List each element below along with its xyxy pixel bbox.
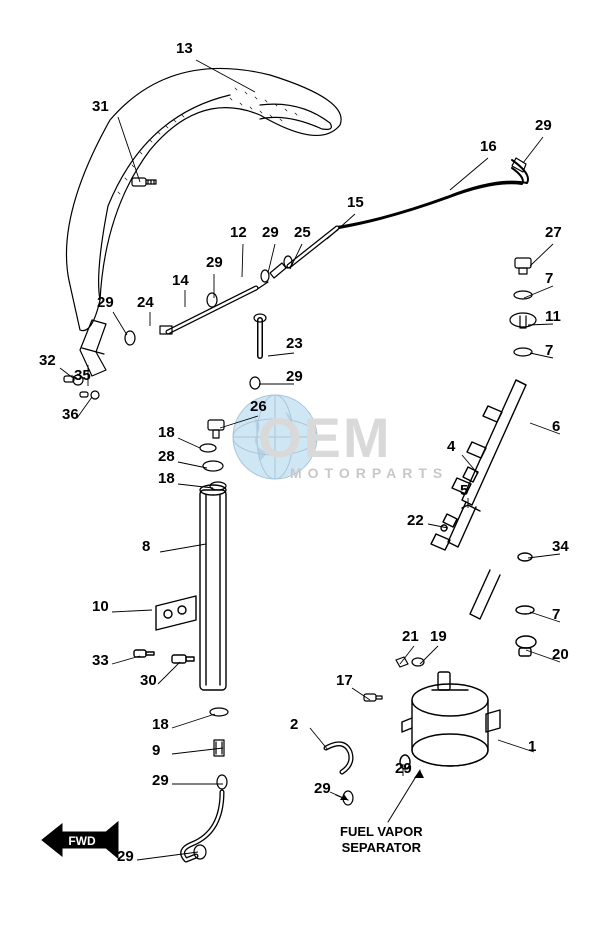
- fwd-arrow-icon: FWD: [40, 818, 120, 867]
- parts-diagram-page: OEM MOTORPARTS: [0, 0, 601, 947]
- fuel-vapor-line2: SEPARATOR: [342, 840, 421, 855]
- svg-text:FWD: FWD: [68, 834, 96, 848]
- parts-line-art: [0, 0, 601, 947]
- fuel-vapor-line1: FUEL VAPOR: [340, 824, 423, 839]
- fuel-vapor-separator-label: FUEL VAPOR SEPARATOR: [340, 824, 423, 855]
